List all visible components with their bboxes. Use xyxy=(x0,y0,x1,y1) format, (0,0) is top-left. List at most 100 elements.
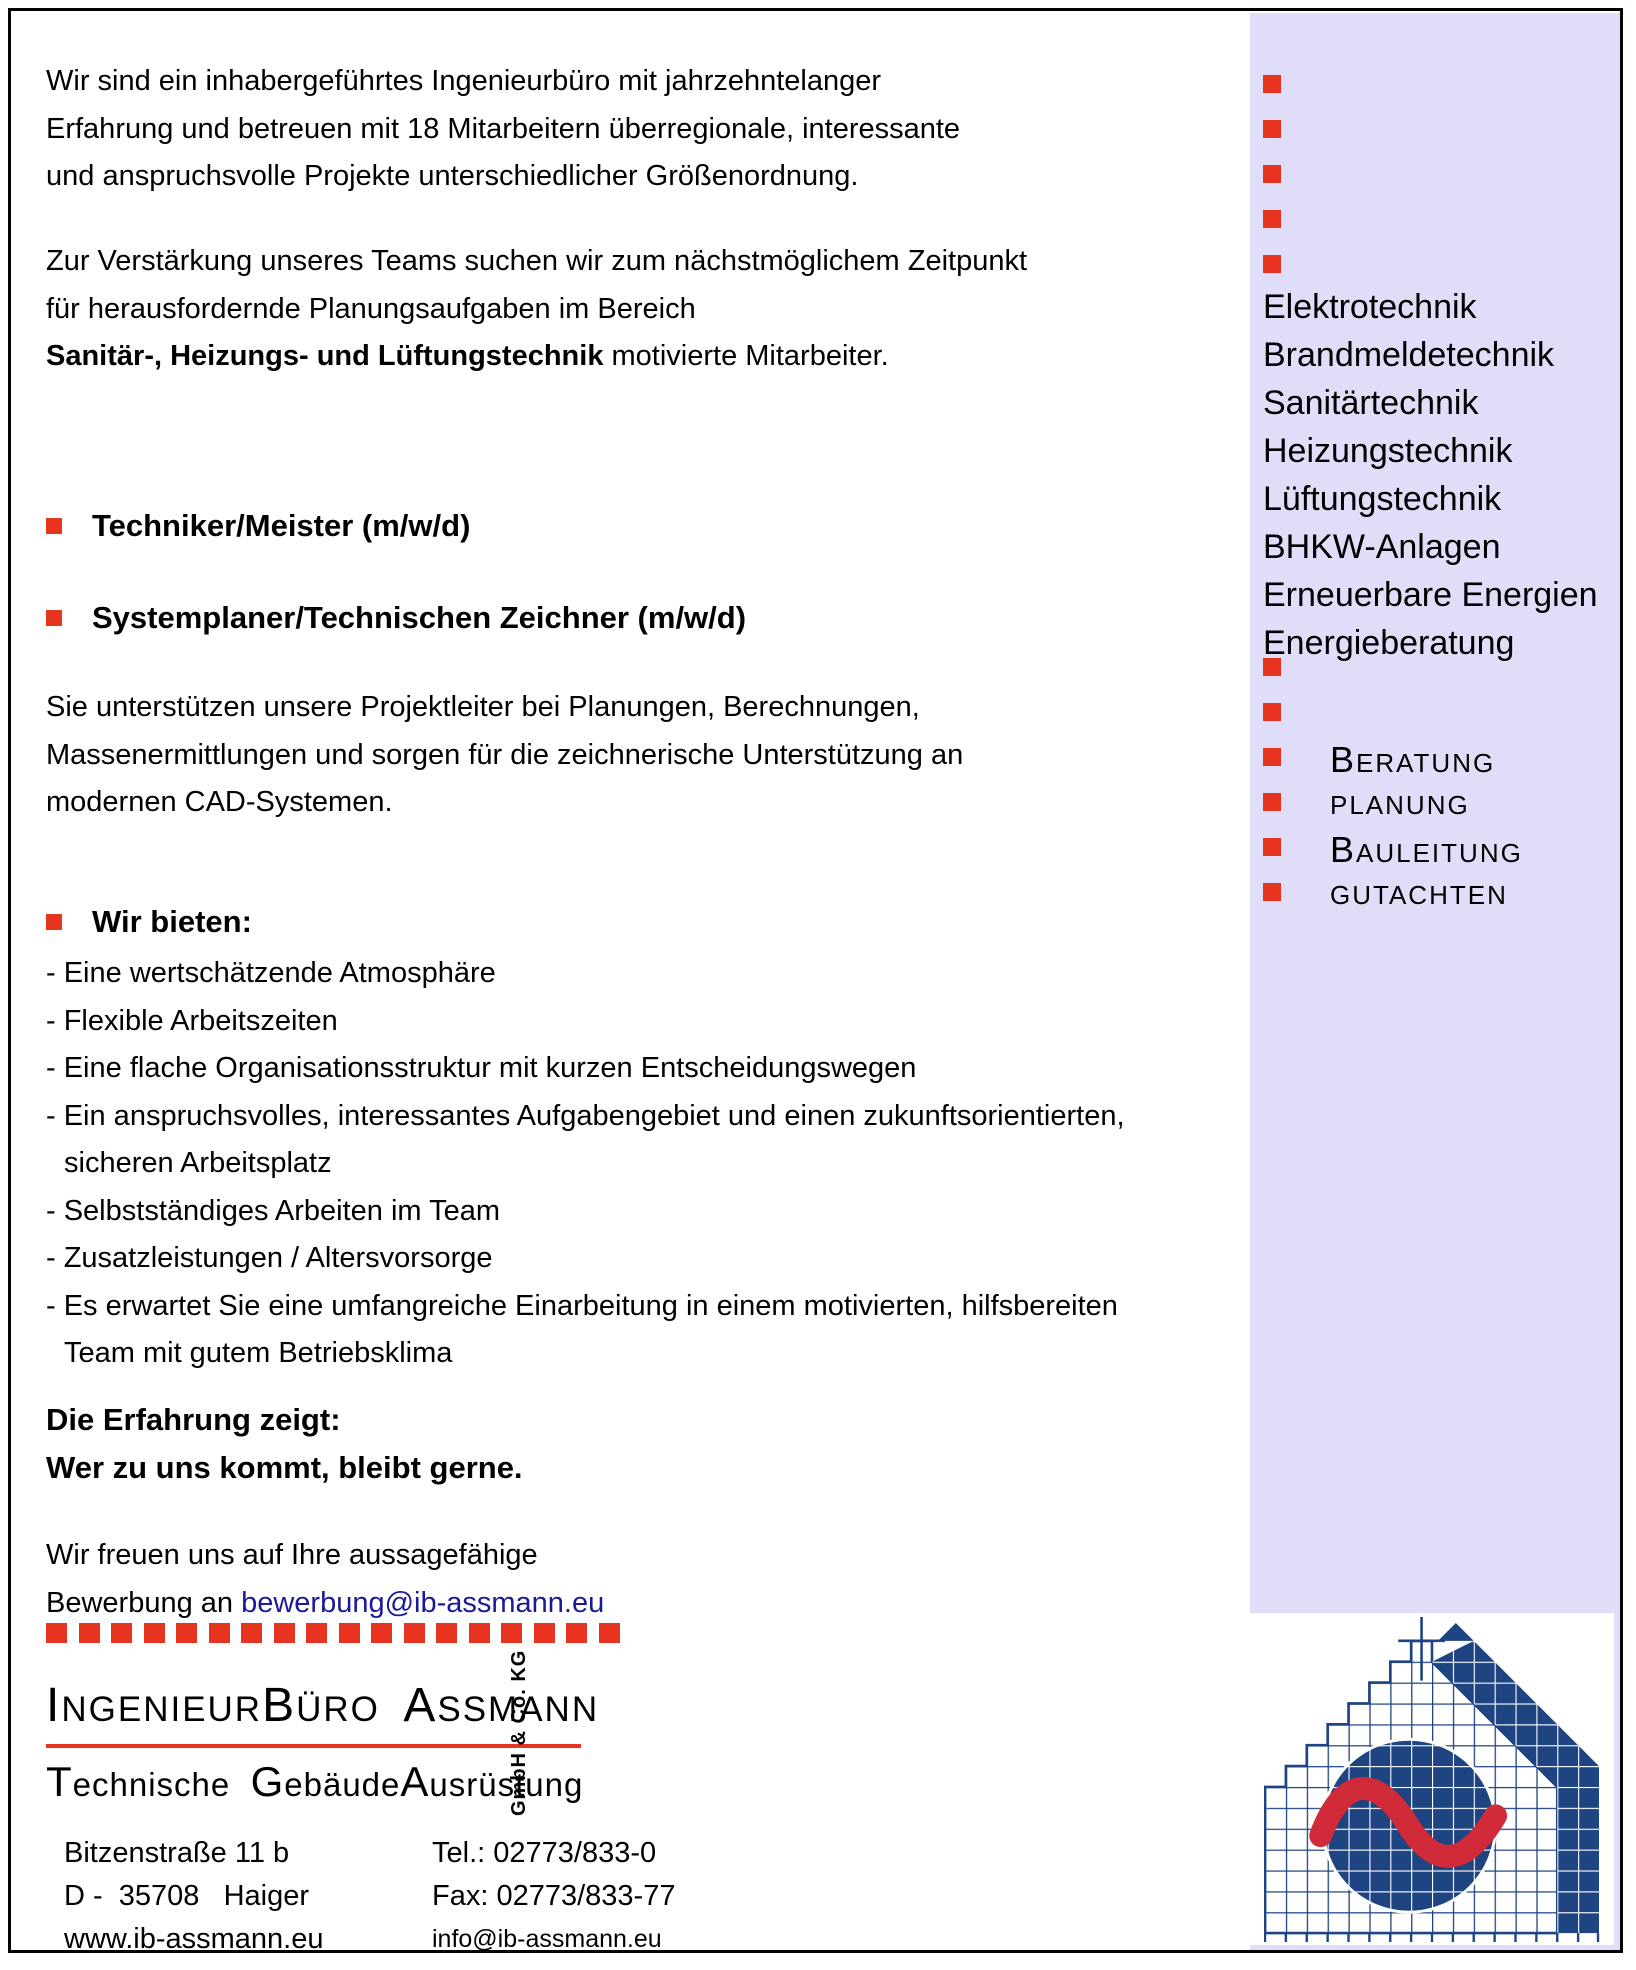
recruit-bold-text: Sanitär-, Heizungs- und Lüftungstechnik xyxy=(46,340,604,372)
logo-text-segment: B xyxy=(262,1679,297,1732)
red-dash-square xyxy=(371,1623,392,1643)
contact-block: Tel.: 02773/833-0 Fax: 02773/833-77 info@i… xyxy=(432,1832,675,1961)
red-dash-square xyxy=(78,1623,100,1643)
red-dash-square xyxy=(338,1623,360,1643)
address-block: Bitzenstraße 11 b D - 35708 Haiger www.ib-… xyxy=(64,1832,324,1961)
service-item: Brandmeldetechnik xyxy=(1263,336,1555,374)
text-line: für herausfordernde Planungsaufgaben im … xyxy=(46,292,696,325)
roof-band-tip xyxy=(1437,1622,1474,1641)
logo-text-segment: NGENIEUR xyxy=(61,1690,263,1729)
capability-label: BAULEITUNG xyxy=(1330,832,1523,869)
offer-item: sicheren Arbeitsplatz xyxy=(64,1147,332,1179)
application-email-link[interactable]: bewerbung@ib-assmann.eu xyxy=(241,1586,605,1619)
contact-line: Tel.: 02773/833-0 xyxy=(432,1837,657,1869)
red-dash-square xyxy=(306,1623,327,1643)
capability-lead-letter: B xyxy=(1330,829,1357,870)
intro-paragraph: Wir sind ein inhabergeführtes Ingenieurb… xyxy=(46,58,960,201)
red-dash-square xyxy=(241,1623,262,1643)
capability-row xyxy=(1263,700,1523,745)
job-title-row: Techniker/Meister (m/w/d) xyxy=(46,508,470,544)
logo-text-segment: SSMANN xyxy=(437,1690,600,1729)
service-item: Elektrotechnik xyxy=(1263,288,1477,326)
capability-label: PLANUNG xyxy=(1330,790,1470,820)
red-wave xyxy=(1309,1777,1508,1868)
offer-item: - Flexible Arbeitszeiten xyxy=(46,1004,338,1037)
red-bullet-square xyxy=(1263,165,1281,183)
offer-item: - Eine flache Organisationsstruktur mit … xyxy=(46,1052,917,1084)
red-dash-square xyxy=(273,1623,295,1643)
red-dash-square xyxy=(403,1623,425,1643)
recruit-tail-text: motivierte Mitarbeiter. xyxy=(603,340,889,372)
offer-item: - Es erwartet Sie eine umfangreiche Eina… xyxy=(46,1289,1118,1322)
capability-row: BERATUNG xyxy=(1263,742,1523,790)
logo-text-segment: echnische xyxy=(72,1766,251,1803)
red-bullet-square xyxy=(1263,838,1281,856)
offer-heading: Wir bieten: xyxy=(92,904,252,939)
sidebar: Elektrotechnik Brandmeldetechnik Sanitärte… xyxy=(1250,13,1623,1953)
sidebar-bullet-squares xyxy=(1263,75,1281,300)
text-line: und anspruchsvolle Projekte unterschiedl… xyxy=(46,160,859,192)
red-dash-square xyxy=(143,1623,165,1643)
red-dash-square xyxy=(208,1623,230,1643)
text-line: Massenermittlungen und sorgen für die ze… xyxy=(46,738,964,771)
service-item: Energieberatung xyxy=(1263,624,1515,662)
capability-row: GUTACHTEN xyxy=(1263,880,1523,925)
red-dash-square xyxy=(598,1623,620,1643)
job-title-row: Systemplaner/Technischen Zeichner (m/w/d… xyxy=(46,600,746,636)
service-item: Lüftungstechnik xyxy=(1263,480,1502,518)
red-dash-square xyxy=(468,1623,490,1643)
service-item: Erneuerbare Energien xyxy=(1263,576,1598,614)
address-line: D - 35708 Haiger xyxy=(64,1880,310,1912)
offer-item: - Zusatzleistungen / Altersvorsorge xyxy=(46,1242,493,1274)
closing-paragraph: Wir freuen uns auf Ihre aussagefähige Be… xyxy=(46,1532,604,1627)
red-dash-divider xyxy=(46,1623,620,1643)
red-dash-square xyxy=(111,1623,132,1643)
job-title: Systemplaner/Technischen Zeichner (m/w/d… xyxy=(92,600,747,635)
offer-item: Team mit gutem Betriebsklima xyxy=(64,1337,453,1369)
capability-row xyxy=(1263,655,1523,700)
logo-text-segment: ÜRO xyxy=(296,1690,380,1729)
logo-text-segment: A xyxy=(400,1758,430,1805)
bottom-ticks xyxy=(1264,1933,1600,1943)
services-list: Elektrotechnik Brandmeldetechnik Sanitärte… xyxy=(1263,283,1598,667)
red-dash-square xyxy=(436,1623,457,1643)
contact-line: Fax: 02773/833-77 xyxy=(432,1880,676,1912)
red-dash-square xyxy=(566,1623,587,1643)
recruit-paragraph: Zur Verstärkung unseres Teams suchen wir… xyxy=(46,238,1027,381)
capability-lead-letter: B xyxy=(1330,739,1357,780)
red-bullet-square xyxy=(1263,883,1281,901)
company-logo-box xyxy=(1250,1613,1614,1945)
text-line: Die Erfahrung zeigt: xyxy=(46,1402,341,1437)
capability-row: BAULEITUNG xyxy=(1263,832,1523,880)
address-line: www.ib-assmann.eu xyxy=(64,1923,324,1955)
company-legal-suffix: GmbH & Co. KG xyxy=(508,1649,530,1816)
logo-text-segment: ebäude xyxy=(284,1766,401,1803)
company-name-logo: INGENIEURBÜRO ASSMANN xyxy=(46,1678,599,1733)
red-bullet-square xyxy=(1263,658,1281,676)
text-line: Wer zu uns kommt, bleibt gerne. xyxy=(46,1450,523,1485)
text-line: Wir sind ein inhabergeführtes Ingenieurb… xyxy=(46,65,882,97)
logo-text-segment: T xyxy=(46,1758,73,1805)
capability-rest-text: ERATUNG xyxy=(1356,748,1496,778)
red-dash-square xyxy=(46,1623,67,1643)
capability-row: PLANUNG xyxy=(1263,790,1523,835)
service-item: BHKW-Anlagen xyxy=(1263,528,1501,566)
red-bullet-square xyxy=(1263,793,1281,811)
contact-line: info@ib-assmann.eu xyxy=(432,1925,662,1953)
address-line: Bitzenstraße 11 b xyxy=(64,1837,290,1869)
text-line: Zur Verstärkung unseres Teams suchen wir… xyxy=(46,245,1028,277)
red-bullet-square xyxy=(1263,210,1281,228)
red-dash-square xyxy=(533,1623,555,1643)
capability-rest-text: GUTACHTEN xyxy=(1330,880,1508,910)
red-bullet-square xyxy=(46,610,62,626)
company-tagline: Technische GebäudeAusrüstung xyxy=(46,1758,583,1806)
logo-underline xyxy=(46,1744,581,1748)
red-dash-square xyxy=(176,1623,197,1643)
logo-text-segment: usrüstung xyxy=(429,1766,584,1803)
logo-text-segment xyxy=(380,1690,403,1729)
text-line: Erfahrung und betreuen mit 18 Mitarbeite… xyxy=(46,112,961,145)
text-line: Sanitär-, Heizungs- und Lüftungstechnik … xyxy=(46,333,1027,381)
capability-label: BERATUNG xyxy=(1330,742,1496,779)
offer-list: - Eine wertschätzende Atmosphäre - Flexib… xyxy=(46,950,1125,1378)
offer-item: - Eine wertschätzende Atmosphäre xyxy=(46,957,496,989)
